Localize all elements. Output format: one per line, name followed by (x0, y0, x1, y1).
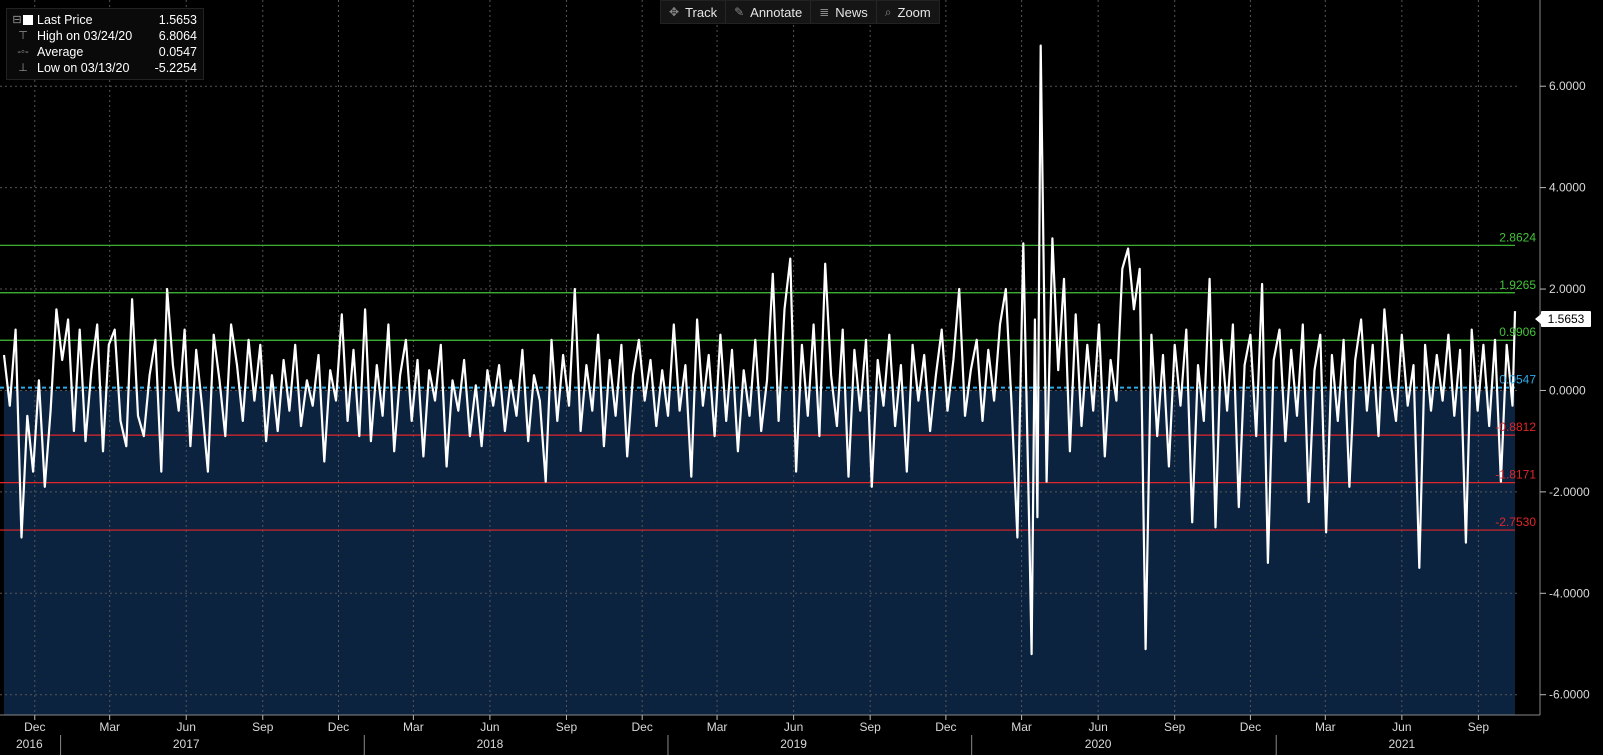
legend-low-label: Low on 03/13/20 (37, 61, 130, 75)
crosshair-icon: ✥ (669, 5, 680, 19)
grid-layer (0, 0, 1520, 715)
last-price-swatch-icon (23, 15, 33, 25)
y-tick-label: 6.0000 (1549, 79, 1586, 93)
x-month-label: Dec (24, 720, 45, 734)
x-month-label: Mar (1011, 720, 1032, 734)
y-tick-label: 0.0000 (1549, 383, 1586, 397)
annotate-button[interactable]: ✎ Annotate (725, 1, 810, 23)
reference-label: -2.7530 (1495, 515, 1536, 529)
x-year-label: 2020 (1085, 737, 1112, 751)
area-fill (4, 390, 1515, 715)
pencil-icon: ✎ (734, 5, 745, 19)
news-icon: ≣ (819, 5, 830, 19)
x-month-label: Dec (935, 720, 956, 734)
average-marker-icon: -◦- (17, 46, 29, 58)
high-marker-icon: ⊤ (18, 30, 28, 42)
legend-high-row: ⊤ High on 03/24/20 6.8064 (7, 28, 203, 44)
series-line (2, 44, 1517, 656)
reference-label: 0.0547 (1499, 373, 1536, 387)
annotate-label: Annotate (750, 4, 803, 20)
x-axis-background (0, 715, 1603, 755)
legend-box: ⊟ Last Price 1.5653 ⊤ High on 03/24/20 6… (6, 8, 204, 80)
last-price-tag: 1.5653 (1535, 311, 1591, 327)
reference-labels-layer: 2.8624 1.9265 0.9906 0.0547 -0.8812 -1.8171 -2… (1495, 230, 1536, 529)
legend-high-value: 6.8064 (158, 29, 197, 43)
x-month-label: Dec (1240, 720, 1261, 734)
legend-average-value: 0.0547 (158, 45, 197, 59)
x-month-label: Jun (784, 720, 803, 734)
x-month-label: Jun (1392, 720, 1411, 734)
legend-last-value: 1.5653 (158, 13, 197, 27)
chart-toolbar: ✥ Track ✎ Annotate ≣ News ⌕ Zoom (660, 0, 940, 24)
reference-label: -0.8812 (1495, 420, 1536, 434)
track-button[interactable]: ✥ Track (661, 1, 725, 23)
reference-label: 1.9265 (1499, 278, 1536, 292)
series-line-layer (2, 44, 1517, 656)
low-marker-icon: ⊥ (18, 62, 28, 74)
x-month-label: Sep (1468, 720, 1490, 734)
y-axis: 6.0000 4.0000 2.0000 0.0000 -2.0000 -4.0000 -6… (1539, 0, 1590, 715)
x-month-label: Sep (556, 720, 578, 734)
area-fill-layer (4, 390, 1515, 715)
collapse-icon[interactable]: ⊟ (12, 14, 22, 26)
x-year-label: 2019 (780, 737, 807, 751)
x-month-label: Sep (1164, 720, 1186, 734)
y-tick-label: 2.0000 (1549, 282, 1586, 296)
x-month-label: Jun (480, 720, 499, 734)
legend-last-label: Last Price (37, 13, 93, 27)
y-tick-label: -6.0000 (1549, 688, 1590, 702)
reference-label: 2.8624 (1499, 230, 1536, 244)
x-month-label: Sep (859, 720, 881, 734)
magnifier-icon: ⌕ (884, 4, 892, 19)
legend-last-row[interactable]: ⊟ Last Price 1.5653 (7, 12, 203, 28)
x-month-label: Mar (707, 720, 728, 734)
x-month-label: Mar (1315, 720, 1336, 734)
x-month-label: Mar (99, 720, 120, 734)
x-axis: Dec Mar Jun Sep Dec Mar Jun Sep Dec Mar Jun Sep Dec M… (0, 714, 1603, 755)
legend-high-label: High on 03/24/20 (37, 29, 133, 43)
x-month-label: Dec (632, 720, 653, 734)
reference-label: -1.8171 (1495, 468, 1536, 482)
legend-average-label: Average (37, 45, 84, 59)
y-tick-label: 4.0000 (1549, 181, 1586, 195)
x-year-label: 2021 (1388, 737, 1415, 751)
x-month-label: Sep (252, 720, 274, 734)
x-year-label: 2018 (477, 737, 504, 751)
track-label: Track (685, 4, 718, 20)
zoom-button[interactable]: ⌕ Zoom (875, 1, 939, 23)
news-label: News (835, 4, 868, 20)
legend-average-row: -◦- Average 0.0547 (7, 44, 203, 60)
x-month-label: Jun (177, 720, 196, 734)
x-month-label: Dec (328, 720, 349, 734)
y-tick-label: -4.0000 (1549, 586, 1590, 600)
x-year-label: 2016 (16, 737, 43, 751)
x-month-label: Jun (1088, 720, 1107, 734)
legend-low-row: ⊥ Low on 03/13/20 -5.2254 (7, 60, 203, 76)
news-button[interactable]: ≣ News (810, 1, 876, 23)
x-year-label: 2017 (173, 737, 200, 751)
legend-low-value: -5.2254 (154, 61, 197, 75)
reference-label: 0.9906 (1499, 325, 1536, 339)
y-tick-label: -2.0000 (1549, 485, 1590, 499)
zoom-label: Zoom (897, 4, 931, 20)
x-month-label: Mar (403, 720, 424, 734)
